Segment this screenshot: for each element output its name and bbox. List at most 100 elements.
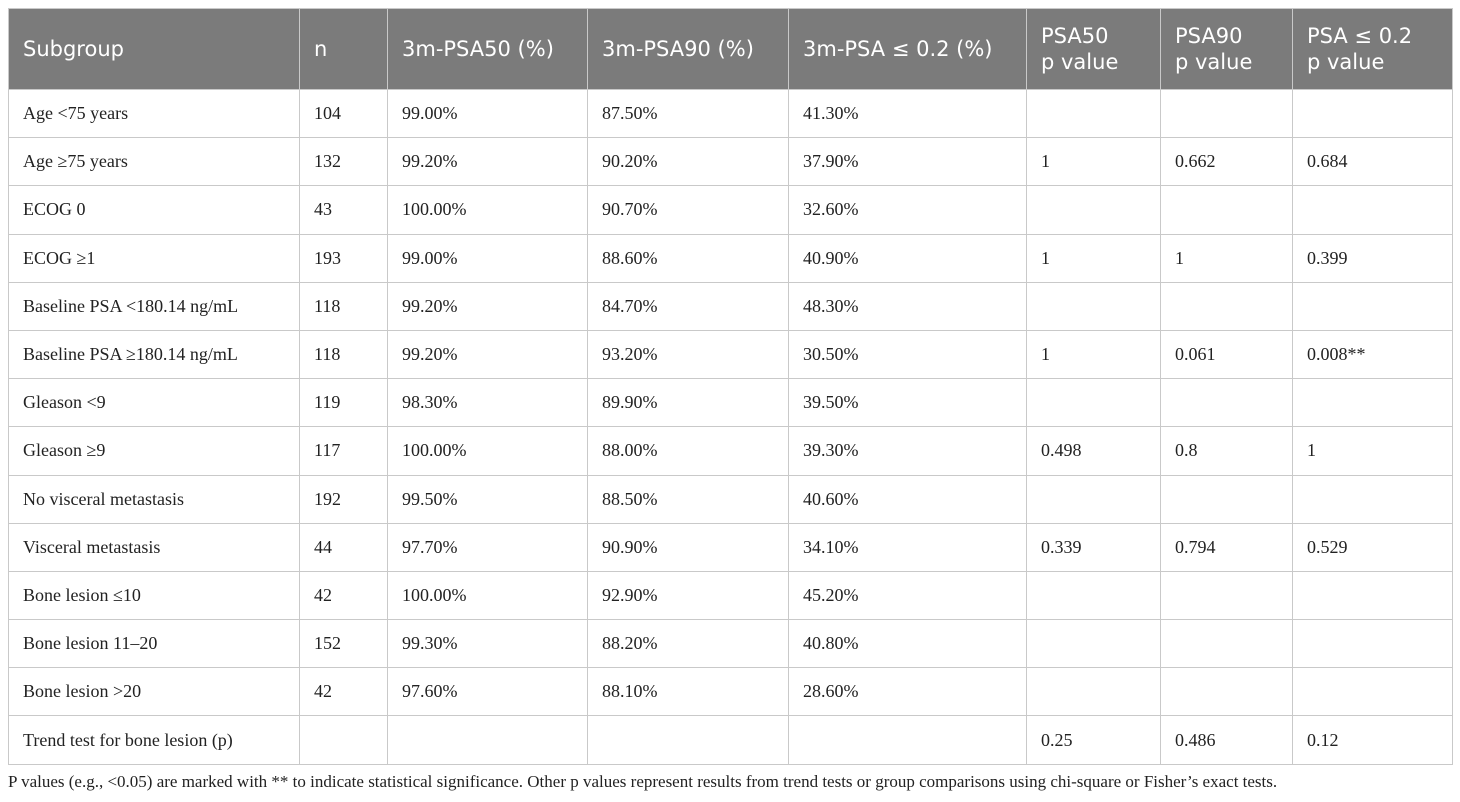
table-cell bbox=[788, 715, 1027, 765]
table-cell: 90.20% bbox=[587, 137, 789, 187]
table-cell bbox=[1160, 88, 1293, 139]
table-cell: 99.00% bbox=[387, 233, 588, 283]
table-cell: 99.20% bbox=[387, 137, 588, 187]
table-cell: 99.20% bbox=[387, 329, 588, 380]
table-cell: 90.70% bbox=[587, 185, 789, 235]
table-cell bbox=[1292, 570, 1453, 621]
table-row: Age <75 years 104 99.00% 87.50% 41.30% bbox=[8, 88, 1453, 139]
header-cell: Subgroup bbox=[8, 8, 300, 90]
table-cell: 28.60% bbox=[788, 667, 1027, 717]
table-cell bbox=[1160, 281, 1293, 331]
table-cell: 97.60% bbox=[387, 667, 588, 717]
table-cell: 43 bbox=[299, 185, 388, 235]
table-cell: 99.50% bbox=[387, 474, 588, 524]
table-cell: 97.70% bbox=[387, 522, 588, 572]
table-cell: 0.12 bbox=[1292, 715, 1453, 765]
table: Subgroup n 3m-PSA50 (%) 3m-PSA90 (%) 3m-PSA … bbox=[8, 8, 1453, 765]
table-row: Trend test for bone lesion (p) 0.25 0.486 0… bbox=[8, 715, 1453, 765]
table-cell: 100.00% bbox=[387, 185, 588, 235]
table-cell: ECOG ≥1 bbox=[8, 233, 300, 283]
table-cell: 119 bbox=[299, 378, 388, 428]
table-cell: 45.20% bbox=[788, 570, 1027, 621]
table-cell bbox=[299, 715, 388, 765]
table-row: Gleason ≥9 117 100.00% 88.00% 39.30% 0.498 0.8… bbox=[8, 426, 1453, 476]
table-cell: Bone lesion ≤10 bbox=[8, 570, 300, 621]
table-cell bbox=[1292, 474, 1453, 524]
table-cell: 40.90% bbox=[788, 233, 1027, 283]
table-cell bbox=[1026, 667, 1161, 717]
table-cell: 0.684 bbox=[1292, 137, 1453, 187]
table-cell: 88.00% bbox=[587, 426, 789, 476]
table-cell bbox=[1160, 619, 1293, 669]
table-cell: 1 bbox=[1160, 233, 1293, 283]
table-cell: 39.30% bbox=[788, 426, 1027, 476]
table-row: Age ≥75 years 132 99.20% 90.20% 37.90% 1 0.662… bbox=[8, 137, 1453, 187]
table-row: Baseline PSA ≥180.14 ng/mL 118 99.20% 93.20… bbox=[8, 329, 1453, 380]
table-cell: 118 bbox=[299, 329, 388, 380]
table-cell bbox=[1292, 281, 1453, 331]
table-cell: 1 bbox=[1026, 329, 1161, 380]
header-cell: PSA50 p value bbox=[1026, 8, 1161, 90]
table-cell: 0.8 bbox=[1160, 426, 1293, 476]
header-cell: PSA ≤ 0.2 p value bbox=[1292, 8, 1453, 90]
table-cell: Age <75 years bbox=[8, 88, 300, 139]
table-cell: Trend test for bone lesion (p) bbox=[8, 715, 300, 765]
table-cell: 32.60% bbox=[788, 185, 1027, 235]
table-cell: 48.30% bbox=[788, 281, 1027, 331]
table-cell: 152 bbox=[299, 619, 388, 669]
table-cell: Baseline PSA <180.14 ng/mL bbox=[8, 281, 300, 331]
table-cell bbox=[1292, 88, 1453, 139]
header-row: Subgroup n 3m-PSA50 (%) 3m-PSA90 (%) 3m-PSA … bbox=[8, 8, 1453, 90]
table-cell: 87.50% bbox=[587, 88, 789, 139]
table-cell: 93.20% bbox=[587, 329, 789, 380]
table-cell bbox=[1026, 570, 1161, 621]
table-row: ECOG 0 43 100.00% 90.70% 32.60% bbox=[8, 185, 1453, 235]
table-cell: 40.80% bbox=[788, 619, 1027, 669]
table-cell bbox=[1292, 619, 1453, 669]
table-cell: ECOG 0 bbox=[8, 185, 300, 235]
table-cell bbox=[587, 715, 789, 765]
table-cell bbox=[1160, 378, 1293, 428]
table-cell: Gleason <9 bbox=[8, 378, 300, 428]
table-cell: 118 bbox=[299, 281, 388, 331]
table-cell: 0.498 bbox=[1026, 426, 1161, 476]
table-cell: 100.00% bbox=[387, 570, 588, 621]
table-cell: 0.008** bbox=[1292, 329, 1453, 380]
table-container: Subgroup n 3m-PSA50 (%) 3m-PSA90 (%) 3m-PSA … bbox=[8, 8, 1453, 765]
table-cell bbox=[1292, 378, 1453, 428]
table-cell: 0.486 bbox=[1160, 715, 1293, 765]
table-cell bbox=[387, 715, 588, 765]
table-cell: 98.30% bbox=[387, 378, 588, 428]
table-row: Visceral metastasis 44 97.70% 90.90% 34.10% 0… bbox=[8, 522, 1453, 572]
table-cell: 193 bbox=[299, 233, 388, 283]
table-cell: No visceral metastasis bbox=[8, 474, 300, 524]
table-cell: Bone lesion >20 bbox=[8, 667, 300, 717]
table-cell bbox=[1160, 474, 1293, 524]
table-cell bbox=[1026, 474, 1161, 524]
table-cell: 34.10% bbox=[788, 522, 1027, 572]
table-cell: 88.20% bbox=[587, 619, 789, 669]
table-cell bbox=[1292, 185, 1453, 235]
table-cell: Bone lesion 11–20 bbox=[8, 619, 300, 669]
table-cell: 99.00% bbox=[387, 88, 588, 139]
footnote: P values (e.g., <0.05) are marked with *… bbox=[8, 772, 1278, 791]
table-cell bbox=[1026, 185, 1161, 235]
table-cell: 39.50% bbox=[788, 378, 1027, 428]
table-row: Baseline PSA <180.14 ng/mL 118 99.20% 84.70… bbox=[8, 281, 1453, 331]
table-cell: 92.90% bbox=[587, 570, 789, 621]
table-cell: Gleason ≥9 bbox=[8, 426, 300, 476]
table-cell: 192 bbox=[299, 474, 388, 524]
table-cell: Baseline PSA ≥180.14 ng/mL bbox=[8, 329, 300, 380]
table-cell: 117 bbox=[299, 426, 388, 476]
table-cell: 1 bbox=[1026, 233, 1161, 283]
table-row: ECOG ≥1 193 99.00% 88.60% 40.90% 1 1 0.399 bbox=[8, 233, 1453, 283]
table-cell: 0.339 bbox=[1026, 522, 1161, 572]
header-cell: PSA90 p value bbox=[1160, 8, 1293, 90]
header-cell: 3m-PSA90 (%) bbox=[587, 8, 789, 90]
table-cell bbox=[1160, 185, 1293, 235]
header-cell: 3m-PSA ≤ 0.2 (%) bbox=[788, 8, 1027, 90]
table-cell: 104 bbox=[299, 88, 388, 139]
table-cell: 100.00% bbox=[387, 426, 588, 476]
table-cell: Visceral metastasis bbox=[8, 522, 300, 572]
